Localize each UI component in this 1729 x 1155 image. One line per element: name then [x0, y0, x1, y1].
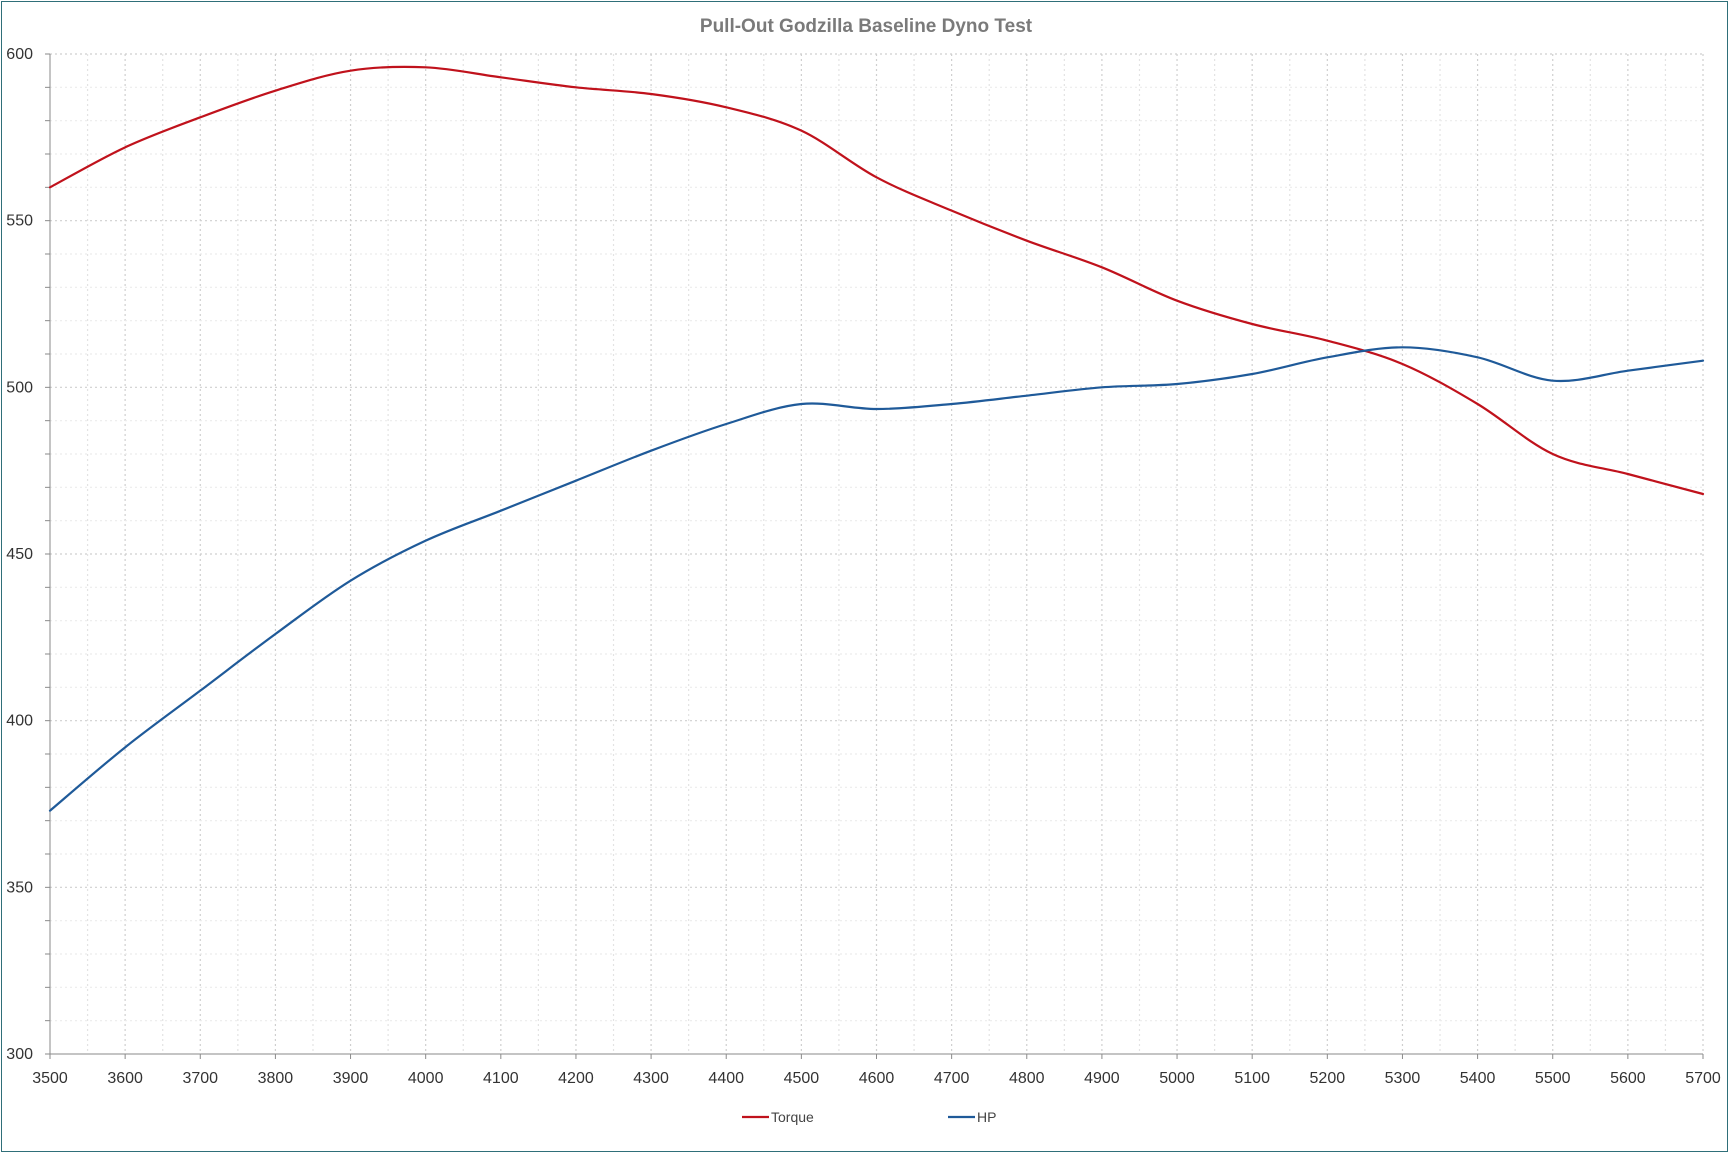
grid — [50, 53, 1704, 1054]
x-tick-label: 4600 — [859, 1070, 895, 1087]
x-tick-label: 4500 — [784, 1070, 820, 1087]
legend-label-torque: Torque — [771, 1109, 814, 1125]
series-line-torque — [48, 65, 1705, 496]
legend-label-hp: HP — [977, 1109, 996, 1125]
x-tick-label: 4400 — [708, 1070, 744, 1087]
x-tick-label: 4000 — [408, 1070, 444, 1087]
x-tick-label: 4100 — [483, 1070, 519, 1087]
x-tick-label: 3800 — [258, 1070, 294, 1087]
x-tick-label: 4900 — [1084, 1070, 1120, 1087]
series-line-hp — [48, 346, 1705, 812]
x-tick-label: 4700 — [934, 1070, 970, 1087]
y-tick-label: 400 — [6, 713, 33, 730]
x-tick-label: 5400 — [1460, 1070, 1496, 1087]
y-tick-label: 350 — [6, 879, 33, 896]
axes: 300 350 400 450 500 550 600 3500 3600 3700 3800 390… — [6, 46, 1721, 1087]
x-tick-label: 5700 — [1685, 1070, 1721, 1087]
x-tick-label: 3600 — [107, 1070, 143, 1087]
chart-title: Pull-Out Godzilla Baseline Dyno Test — [700, 16, 1033, 37]
x-tick-label: 3900 — [333, 1070, 369, 1087]
x-tick-label: 5300 — [1385, 1070, 1421, 1087]
x-tick-label: 4300 — [633, 1070, 669, 1087]
x-tick-label: 5100 — [1234, 1070, 1270, 1087]
x-tick-label: 4800 — [1009, 1070, 1045, 1087]
y-tick-label: 300 — [6, 1046, 33, 1063]
x-tick-label: 3700 — [182, 1070, 218, 1087]
y-tick-label: 600 — [6, 46, 33, 63]
x-tick-label: 5000 — [1159, 1070, 1195, 1087]
y-tick-label: 550 — [6, 213, 33, 230]
y-tick-label: 450 — [6, 546, 33, 563]
legend: Torque HP — [742, 1109, 996, 1125]
x-tick-label: 5600 — [1610, 1070, 1646, 1087]
x-tick-label: 5500 — [1535, 1070, 1571, 1087]
x-tick-label: 5200 — [1310, 1070, 1346, 1087]
x-tick-label: 3500 — [32, 1070, 68, 1087]
series-lines — [48, 65, 1705, 812]
y-tick-label: 500 — [6, 379, 33, 396]
x-tick-label: 4200 — [558, 1070, 594, 1087]
